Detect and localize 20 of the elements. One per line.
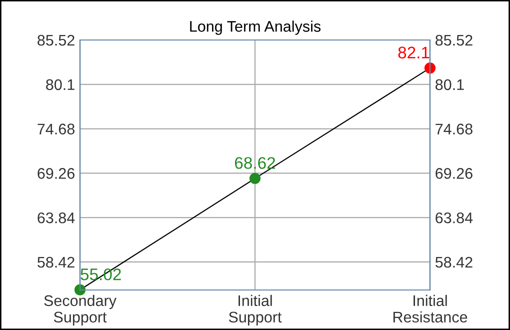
data-label: 82.1 <box>398 46 430 58</box>
y-tick-label: 80.1 <box>46 79 74 90</box>
y2-tick-label: 69.26 <box>436 168 472 179</box>
y2-tick-label: 85.52 <box>436 34 472 46</box>
y-tick-label: 69.26 <box>38 168 74 179</box>
x-tick-label: Initial Resistance <box>393 294 468 323</box>
y2-tick-label: 58.42 <box>435 256 472 268</box>
chart-title: Long Term Analysis <box>190 20 321 35</box>
y2-tick-label: 80.1 <box>436 79 464 90</box>
y2-tick-label: 74.68 <box>436 124 472 134</box>
point <box>249 172 261 184</box>
y-tick-label: 63.84 <box>38 212 75 224</box>
data-label: 68.62 <box>234 157 276 169</box>
point <box>424 62 436 74</box>
y-tick-label: 58.42 <box>38 256 74 268</box>
x-tick-label: Secondary Support <box>44 294 116 326</box>
y-tick-label: 85.52 <box>38 34 74 46</box>
x-tick-label: Initial Support <box>228 294 282 326</box>
y-tick-label: 74.68 <box>38 124 74 134</box>
y2-tick-label: 63.84 <box>436 212 473 224</box>
